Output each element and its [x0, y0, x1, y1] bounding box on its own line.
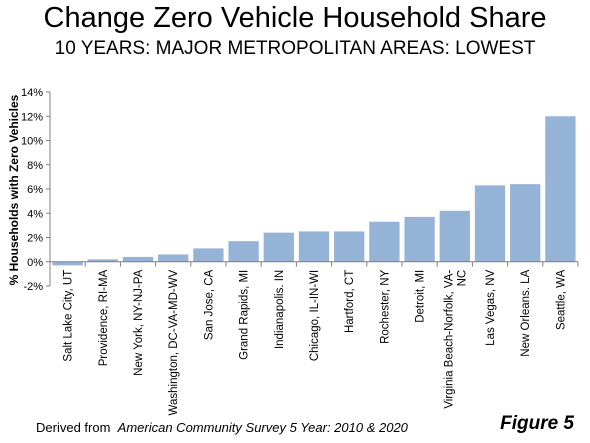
- y-tick-label: 8%: [27, 160, 43, 172]
- y-axis-ticks: -2% 0% 2% 4% 6% 8% 10% 12% 14%: [21, 87, 50, 293]
- bar-14: [545, 116, 576, 262]
- y-tick-label: 4%: [27, 208, 43, 220]
- bar-5: [228, 241, 259, 262]
- bar-0: [52, 261, 83, 266]
- x-category-label: San Jose, CA: [203, 269, 215, 340]
- x-axis-category-labels: Salt Lake City, UT Providence, RI-MA New Y…: [63, 269, 568, 415]
- y-tick-label: 2%: [27, 233, 43, 245]
- bar-group: [52, 116, 576, 266]
- x-category-label: Seattle, WA: [555, 269, 567, 330]
- bar-10: [404, 216, 435, 262]
- x-category-label: Las Vegas, NV: [485, 269, 497, 345]
- bar-4: [193, 248, 224, 262]
- y-tick-label: -2%: [23, 281, 43, 293]
- bar-3: [158, 254, 189, 262]
- x-category-label: Detroit, MI: [415, 270, 427, 323]
- y-axis-label: % Households with Zero Vehicles: [7, 94, 21, 285]
- x-category-label: Grand Rapids, MI: [239, 270, 251, 360]
- source-prefix: Derived from: [36, 420, 111, 435]
- source-note: Derived from American Community Survey 5…: [36, 420, 408, 435]
- y-tick-label: 0%: [27, 257, 43, 269]
- x-category-label: NC: [456, 270, 468, 287]
- bar-8: [334, 231, 365, 262]
- x-category-label: Indianapolis. IN: [274, 270, 286, 349]
- y-tick-label: 10%: [21, 136, 43, 148]
- chart-subtitle: 10 YEARS: MAJOR METROPOLITAN AREAS: LOWE…: [54, 38, 536, 59]
- x-category-label: Virginia Beach-Norfolk, VA-: [443, 270, 455, 409]
- x-category-label: Washington, DC-VA-MD-WV: [168, 269, 180, 415]
- bar-11: [439, 210, 470, 262]
- bar-13: [510, 184, 541, 262]
- x-category-label: Chicago, IL-IN-WI: [309, 270, 321, 361]
- bar-7: [298, 231, 330, 262]
- x-category-label: Rochester, NY: [379, 269, 391, 343]
- bar-2: [122, 256, 154, 262]
- figure-label: Figure 5: [500, 413, 574, 434]
- bar-1: [87, 259, 118, 262]
- bar-12: [474, 185, 506, 262]
- y-tick-label: 12%: [21, 111, 43, 123]
- source-title: American Community Survey 5 Year: 2010 &…: [117, 420, 408, 435]
- y-tick-label: 14%: [21, 87, 43, 99]
- chart-title: Change Zero Vehicle Household Share: [43, 2, 547, 34]
- y-tick-label: 6%: [27, 184, 43, 196]
- x-category-label: Hartford, CT: [344, 270, 356, 333]
- x-category-label: Providence, RI-MA: [98, 269, 110, 366]
- x-category-label: New Orleans. LA: [520, 269, 532, 356]
- x-category-label: New York, NY-NJ-PA: [133, 269, 145, 375]
- bar-9: [369, 221, 400, 262]
- x-category-label: Salt Lake City, UT: [63, 270, 75, 362]
- bar-6: [263, 232, 294, 262]
